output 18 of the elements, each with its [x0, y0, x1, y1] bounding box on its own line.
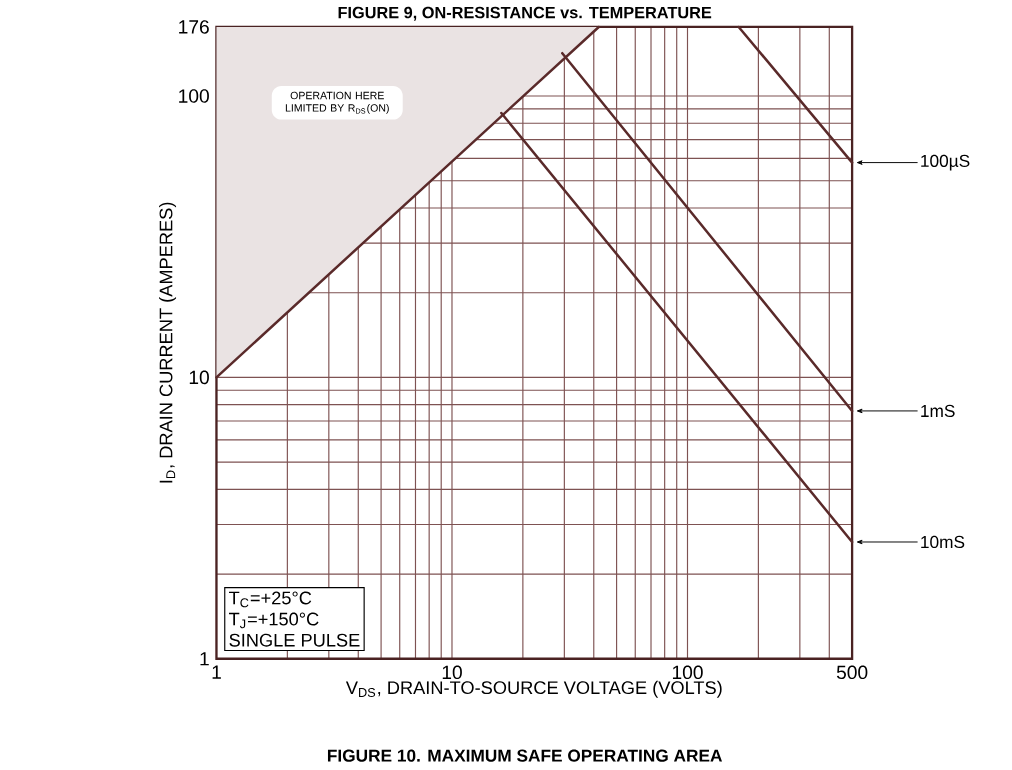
- text: 100µS: [921, 154, 970, 171]
- y-tick-label: 10: [189, 370, 209, 384]
- text: 10mS: [921, 535, 965, 548]
- annotation: T$_{C}$=+25°C: [229, 591, 312, 608]
- caption: FIGURE 9, ON-RESISTANCE vs. TEMPERATURE: [338, 6, 712, 21]
- annotation: T$_{J}$=+150°C: [229, 612, 319, 629]
- x-tick-label: 1: [212, 665, 221, 679]
- x-tick-label: 100: [672, 665, 703, 679]
- x-tick-label: 10: [442, 665, 462, 679]
- text: FIGURE 10. MAXIMUM SAFE OPERATING AREA: [327, 749, 723, 762]
- annotation: SINGLE PULSE: [229, 633, 360, 647]
- y-tick-label: 100: [179, 89, 209, 103]
- y-tick-label: 1: [200, 651, 209, 666]
- y-axis-title: I$_{D}$, DRAIN CURRENT (AMPERES): [159, 202, 177, 483]
- text: 1mS: [921, 404, 955, 417]
- y-tick-label: 176: [179, 19, 209, 34]
- x-axis-title: V$_{DS}$, DRAIN-TO-SOURCE VOLTAGE (VOLTS): [345, 680, 722, 698]
- x-tick-label: 500: [836, 665, 868, 679]
